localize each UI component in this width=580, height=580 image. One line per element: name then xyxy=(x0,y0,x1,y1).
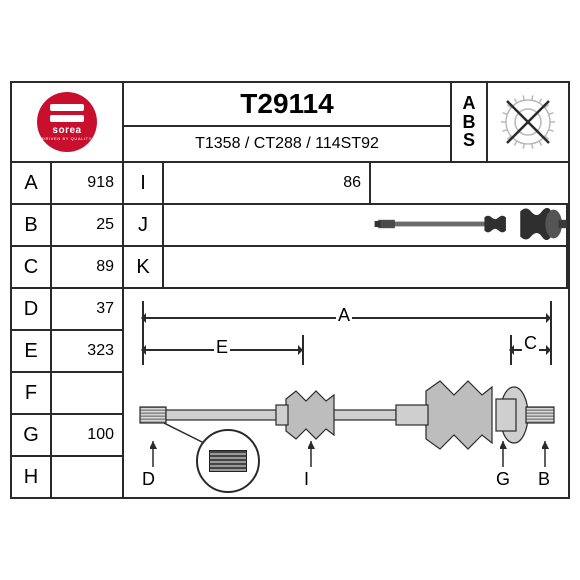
dim-value xyxy=(52,373,122,413)
drive-shaft-photo-icon xyxy=(371,163,568,285)
abs-a: A xyxy=(463,94,476,113)
abs-s: S xyxy=(463,131,475,150)
dim-value: 100 xyxy=(52,415,122,455)
product-photo-cell xyxy=(371,163,568,203)
dim-key: H xyxy=(12,457,52,497)
dim-key: J xyxy=(124,205,164,245)
dims-right-table: I 86 xyxy=(124,163,568,289)
table-row: I 86 xyxy=(124,163,568,205)
table-row: F xyxy=(12,373,122,415)
dim-label-c: C xyxy=(522,333,539,354)
abs-ring-icon xyxy=(497,91,559,153)
table-row: C89 xyxy=(12,247,122,289)
header-row: sorea DRIVEN BY QUALITY T29114 T1358 / C… xyxy=(12,83,568,163)
dim-label-b: B xyxy=(536,469,552,490)
dim-label-g: G xyxy=(494,469,512,490)
detail-leader-icon xyxy=(164,419,214,449)
right-side: I 86 xyxy=(124,163,568,497)
dim-key: B xyxy=(12,205,52,245)
dim-key: F xyxy=(12,373,52,413)
dim-key: G xyxy=(12,415,52,455)
dim-value: 25 xyxy=(52,205,122,245)
dim-label-e: E xyxy=(214,337,230,358)
part-number: T29114 xyxy=(124,83,450,127)
cross-reference: T1358 / CT288 / 114ST92 xyxy=(124,127,450,161)
dim-key: C xyxy=(12,247,52,287)
brand-badge: sorea DRIVEN BY QUALITY xyxy=(37,92,97,152)
abs-b: B xyxy=(463,113,476,132)
dim-key: D xyxy=(12,289,52,329)
body: A918 B25 C89 D37 E323 F G100 H I 86 xyxy=(12,163,568,497)
dim-value: 323 xyxy=(52,331,122,371)
dim-key: K xyxy=(124,247,164,287)
table-row: H xyxy=(12,457,122,497)
logo-cell: sorea DRIVEN BY QUALITY xyxy=(12,83,124,161)
pointer-b-icon xyxy=(542,441,558,471)
table-row: B25 xyxy=(12,205,122,247)
table-row: E323 xyxy=(12,331,122,373)
dim-value: 86 xyxy=(164,163,371,203)
brand-tagline: DRIVEN BY QUALITY xyxy=(42,136,92,141)
dim-value: 918 xyxy=(52,163,122,203)
pointer-i-icon xyxy=(308,441,324,471)
dim-label-i: I xyxy=(302,469,311,490)
brand-mark-icon xyxy=(50,103,84,123)
dim-value xyxy=(52,457,122,497)
technical-diagram: A E C xyxy=(124,289,568,497)
abs-icon-cell xyxy=(488,83,568,161)
dim-label-a: A xyxy=(336,305,352,326)
brand-name: sorea xyxy=(52,125,81,136)
dims-left-table: A918 B25 C89 D37 E323 F G100 H xyxy=(12,163,124,497)
spec-sheet: sorea DRIVEN BY QUALITY T29114 T1358 / C… xyxy=(10,81,570,499)
pointer-g-icon xyxy=(500,441,516,471)
title-cell: T29114 T1358 / CT288 / 114ST92 xyxy=(124,83,452,161)
table-row: A918 xyxy=(12,163,122,205)
dim-key: A xyxy=(12,163,52,203)
table-row: G100 xyxy=(12,415,122,457)
dim-value: 89 xyxy=(52,247,122,287)
dim-value: 37 xyxy=(52,289,122,329)
dim-key: I xyxy=(124,163,164,203)
dim-key: E xyxy=(12,331,52,371)
dim-label-d: D xyxy=(140,469,157,490)
table-row: D37 xyxy=(12,289,122,331)
abs-label: A B S xyxy=(452,83,488,161)
